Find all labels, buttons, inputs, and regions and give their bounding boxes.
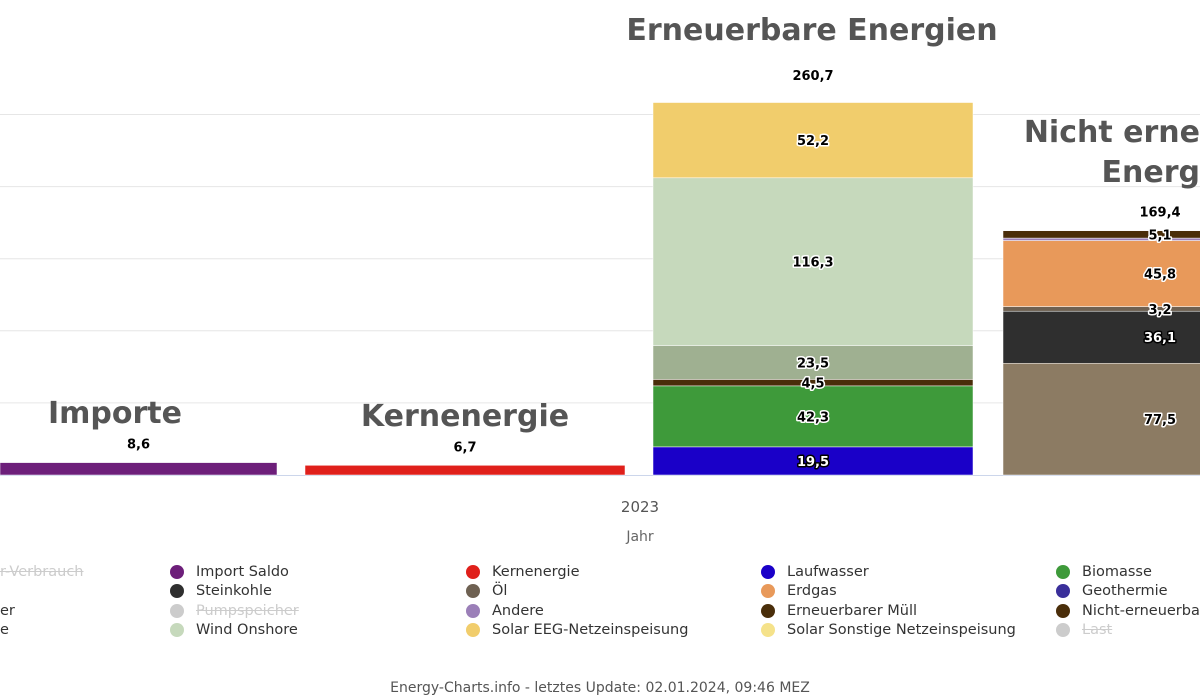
legend-label: Steinkohle bbox=[196, 583, 272, 599]
legend-item[interactable]: Biomasse bbox=[1056, 562, 1152, 581]
legend-item[interactable]: Nicht-erneuerbarer Müll bbox=[1056, 601, 1200, 620]
data-label: 23,5 bbox=[797, 356, 829, 371]
legend-item[interactable]: Öl bbox=[466, 582, 507, 601]
legend-item[interactable]: Erneuerbarer Müll bbox=[761, 601, 917, 620]
total-label: 8,6 bbox=[127, 438, 150, 453]
legend-dot-icon bbox=[1056, 603, 1070, 618]
legend-label: Last bbox=[1082, 622, 1113, 638]
legend-item[interactable]: Erdgas bbox=[761, 582, 837, 601]
legend-item[interactable]: Pumpspeicher bbox=[170, 601, 299, 620]
legend-dot-icon bbox=[1056, 584, 1070, 598]
data-label: 45,8 bbox=[1144, 268, 1176, 283]
bar-segment-biomasse[interactable] bbox=[652, 385, 974, 448]
legend-item[interactable]: Solar Sonstige Netzeinspeisung bbox=[761, 621, 1016, 640]
data-label: 52,2 bbox=[797, 134, 829, 149]
legend-dot-icon bbox=[761, 623, 775, 637]
data-label: 19,5 bbox=[797, 455, 829, 470]
data-label: 3,2 bbox=[1148, 303, 1171, 318]
footer-credit: Energy-Charts.info - letztes Update: 02.… bbox=[390, 680, 810, 696]
legend-dot-icon bbox=[170, 623, 184, 637]
bar-segment-wind-onshore[interactable] bbox=[652, 177, 974, 346]
bar-segment-laufwasser[interactable] bbox=[652, 446, 974, 476]
legend-item[interactable]: Andere bbox=[466, 601, 544, 620]
legend-label: Import Saldo bbox=[196, 563, 289, 580]
legend-dot-icon bbox=[761, 603, 775, 618]
legend-label: Solar Sonstige Netzeinspeisung bbox=[787, 622, 1016, 638]
legend-label: Kernenergie bbox=[492, 563, 580, 580]
legend-dot-icon bbox=[170, 603, 184, 618]
legend: r-Verbrauch Import Saldo Kernenergie Laufwa… bbox=[0, 562, 1200, 652]
legend-label: er bbox=[0, 602, 15, 619]
bar-segment-braunkohle[interactable] bbox=[1002, 362, 1200, 476]
legend-item[interactable]: Kernenergie bbox=[466, 562, 580, 581]
legend-label: Biomasse bbox=[1082, 563, 1152, 580]
data-label: 116,3 bbox=[792, 256, 833, 271]
bar-segment-steinkohle[interactable] bbox=[1002, 310, 1200, 364]
total-label: 260,7 bbox=[792, 69, 833, 84]
legend-item[interactable]: Import Saldo bbox=[170, 562, 289, 581]
legend-dot-icon bbox=[1056, 623, 1070, 637]
group-title: Importe bbox=[48, 396, 182, 431]
group-title: Kernenergie bbox=[361, 399, 569, 434]
legend-item[interactable]: er bbox=[0, 601, 15, 620]
legend-label: Wind Onshore bbox=[196, 622, 298, 638]
total-label: 6,7 bbox=[453, 440, 476, 455]
bar-segment-kernenergie[interactable] bbox=[304, 465, 626, 476]
x-axis-title: Jahr bbox=[625, 529, 654, 545]
stacked-bar-chart: 8,6 Importe 6,7 Kernenergie 19,5 42,3 4,5 23,5 1… bbox=[0, 13, 1200, 545]
data-label: 77,5 bbox=[1144, 413, 1176, 428]
legend-dot-icon bbox=[170, 584, 184, 598]
bar-segment-erdgas[interactable] bbox=[1002, 240, 1200, 307]
legend-dot-icon bbox=[466, 584, 480, 598]
legend-dot-icon bbox=[761, 584, 775, 598]
data-label: 36,1 bbox=[1144, 331, 1176, 346]
legend-label: e bbox=[0, 622, 9, 638]
legend-dot-icon bbox=[761, 564, 775, 579]
group-title: Erneuerbare Energien bbox=[626, 13, 997, 48]
legend-label: Andere bbox=[492, 602, 544, 619]
legend-item[interactable]: Solar EEG-Netzeinspeisung bbox=[466, 621, 688, 640]
legend-label: Erneuerbarer Müll bbox=[787, 602, 918, 619]
gridlines bbox=[0, 114, 1200, 476]
legend-item[interactable]: r-Verbrauch bbox=[0, 562, 84, 581]
bar-segment-import-saldo[interactable] bbox=[0, 462, 278, 476]
legend-item[interactable]: Geothermie bbox=[1056, 582, 1168, 601]
bars bbox=[0, 102, 1200, 476]
legend-label: Öl bbox=[492, 583, 508, 599]
legend-item[interactable]: Laufwasser bbox=[761, 562, 869, 581]
legend-dot-icon bbox=[1056, 564, 1070, 579]
x-tick-label: 2023 bbox=[621, 498, 659, 516]
legend-item[interactable]: Steinkohle bbox=[170, 582, 272, 601]
legend-dot-icon bbox=[466, 603, 480, 618]
data-label: 42,3 bbox=[797, 410, 829, 425]
legend-label: Solar EEG-Netzeinspeisung bbox=[492, 622, 689, 638]
total-label: 169,4 bbox=[1139, 206, 1180, 221]
legend-dot-icon bbox=[466, 623, 480, 637]
legend-dot-icon bbox=[466, 564, 480, 579]
legend-label: Nicht-erneuerbarer Müll bbox=[1082, 602, 1200, 619]
legend-label: Pumpspeicher bbox=[196, 602, 299, 619]
labels: 8,6 Importe 6,7 Kernenergie 19,5 42,3 4,5 23,5 1… bbox=[48, 13, 1200, 471]
data-label: 5,1 bbox=[1148, 228, 1171, 243]
legend-item[interactable]: Last bbox=[1056, 621, 1112, 640]
data-label: 4,5 bbox=[801, 377, 824, 392]
legend-dot-icon bbox=[170, 564, 184, 579]
group-title-line: Energ bbox=[1102, 155, 1200, 190]
legend-item[interactable]: Wind Onshore bbox=[170, 621, 298, 640]
legend-label: r-Verbrauch bbox=[0, 563, 84, 580]
group-title-line: Nicht erne bbox=[1024, 115, 1200, 150]
legend-label: Geothermie bbox=[1082, 583, 1168, 599]
legend-label: Erdgas bbox=[787, 583, 837, 599]
bar-segment-solar-eeg-netzeinspeisung[interactable] bbox=[652, 102, 974, 179]
legend-item[interactable]: e bbox=[0, 621, 9, 640]
bar-segment-nicht-erneuerbarer-müll[interactable] bbox=[1002, 230, 1200, 239]
legend-label: Laufwasser bbox=[787, 563, 869, 580]
